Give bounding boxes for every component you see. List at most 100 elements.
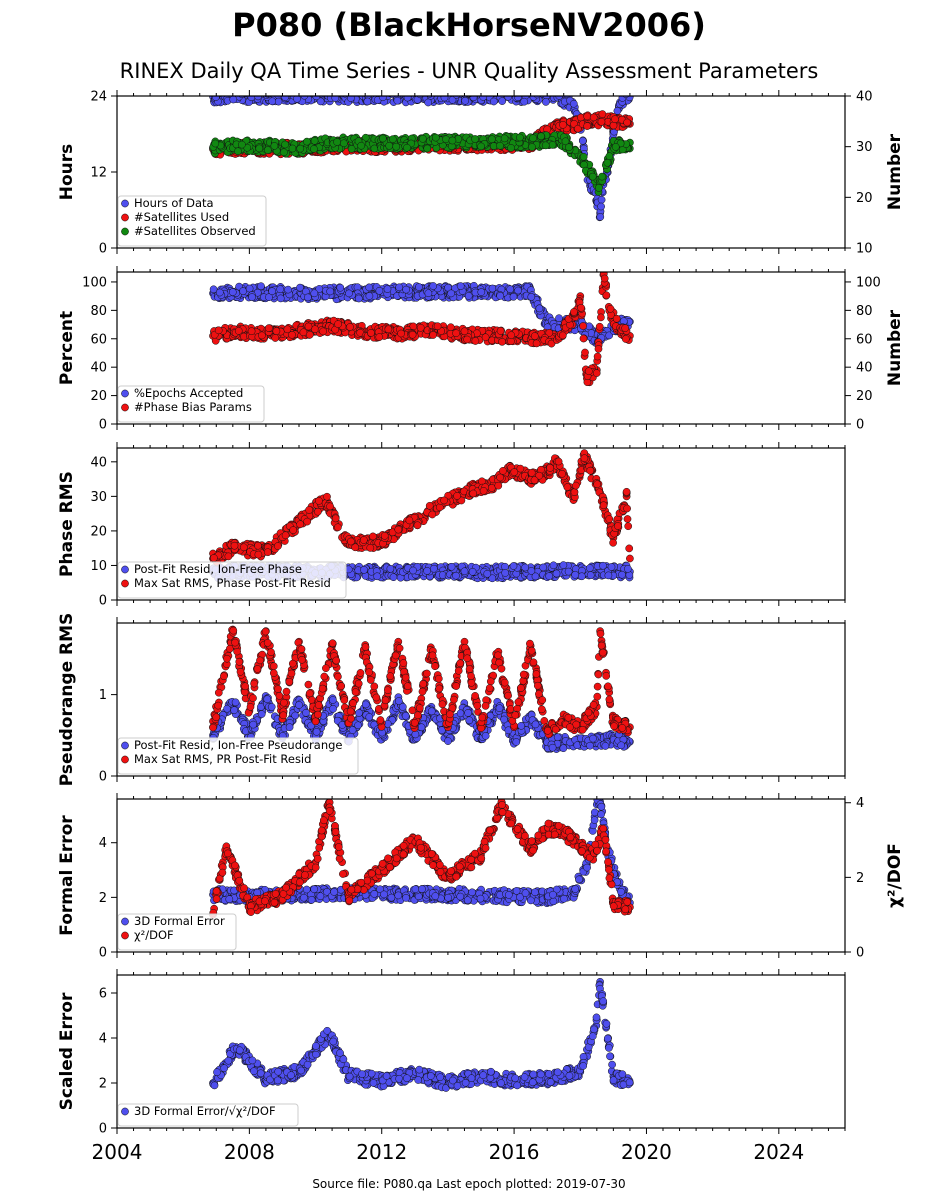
y-axis-label: Hours [57,144,77,201]
data-point [322,87,329,94]
data-point [597,117,606,126]
data-point [256,96,260,97]
data-point [460,327,469,336]
data-point [602,291,611,300]
data-point [570,308,578,316]
data-point [464,292,473,300]
data-point [600,274,609,283]
data-point [244,96,246,97]
data-point [429,331,437,339]
data-point [603,158,612,167]
data-point [546,464,554,472]
data-point [217,87,224,94]
data-point [319,327,327,336]
data-point [209,285,218,294]
data-point [344,88,351,95]
data-point [519,87,526,94]
data-point [365,283,374,292]
data-point [611,143,620,151]
data-point [520,97,529,106]
data-point [343,87,350,94]
data-point [544,96,548,97]
data-point [626,554,634,563]
data-point [296,283,304,292]
data-point [255,144,264,153]
data-point [558,331,567,340]
data-point [381,88,388,95]
data-point [516,133,524,142]
data-point [340,139,348,148]
data-point [316,88,323,95]
data-point [537,132,545,141]
data-point [521,563,530,572]
data-point [332,88,339,95]
data-point [533,96,539,97]
data-point [463,335,471,344]
panel-percent: 020406080100020406080100NumberPercent%Ep… [57,266,905,433]
data-point [581,348,589,357]
data-point [496,141,504,150]
data-point [467,88,474,95]
data-point [461,96,470,105]
data-point [254,550,263,559]
data-point [310,136,319,145]
data-point [498,97,507,105]
data-point [584,367,593,376]
data-point [456,282,465,290]
data-point [402,285,410,294]
data-point [316,97,325,106]
data-point [569,99,578,108]
data-point [305,89,312,96]
data-point [558,469,566,478]
data-point [604,571,613,580]
y2-tick-label: 0 [856,418,864,433]
data-point [509,292,518,301]
data-point [259,96,265,97]
data-point [527,468,536,477]
data-point [447,289,455,298]
data-point [365,292,374,300]
data-point [479,96,488,101]
data-point [305,330,314,339]
data-point [355,89,362,96]
data-point [409,566,417,575]
data-point [383,285,392,293]
data-point [496,473,504,482]
data-point [611,115,619,124]
data-point [416,323,425,332]
data-point [239,543,248,552]
data-point [423,144,432,153]
data-point [244,89,251,96]
data-point [599,561,607,570]
data-point [577,113,585,122]
data-point [518,87,525,94]
data-point [388,88,395,95]
data-point [624,96,629,97]
data-point [359,536,368,544]
data-point [380,531,389,540]
data-point [445,87,452,94]
data-point [431,133,440,142]
data-point [360,96,363,97]
data-point [586,466,595,475]
data-point [288,87,295,94]
data-point [428,96,433,97]
data-point [429,282,438,290]
data-point [270,142,279,150]
data-point [296,520,305,529]
data-point [496,292,505,300]
data-point [507,331,516,340]
data-point [394,525,403,534]
data-point [441,89,448,96]
data-point [518,87,525,94]
data-point [379,87,386,94]
data-point [332,88,339,95]
y2-tick-label: 10 [856,242,873,257]
data-point [238,96,246,98]
data-point [449,87,456,94]
series-2 [209,131,634,196]
data-point [552,87,559,94]
data-point [446,323,455,332]
data-point [265,293,273,302]
data-point [261,87,268,94]
